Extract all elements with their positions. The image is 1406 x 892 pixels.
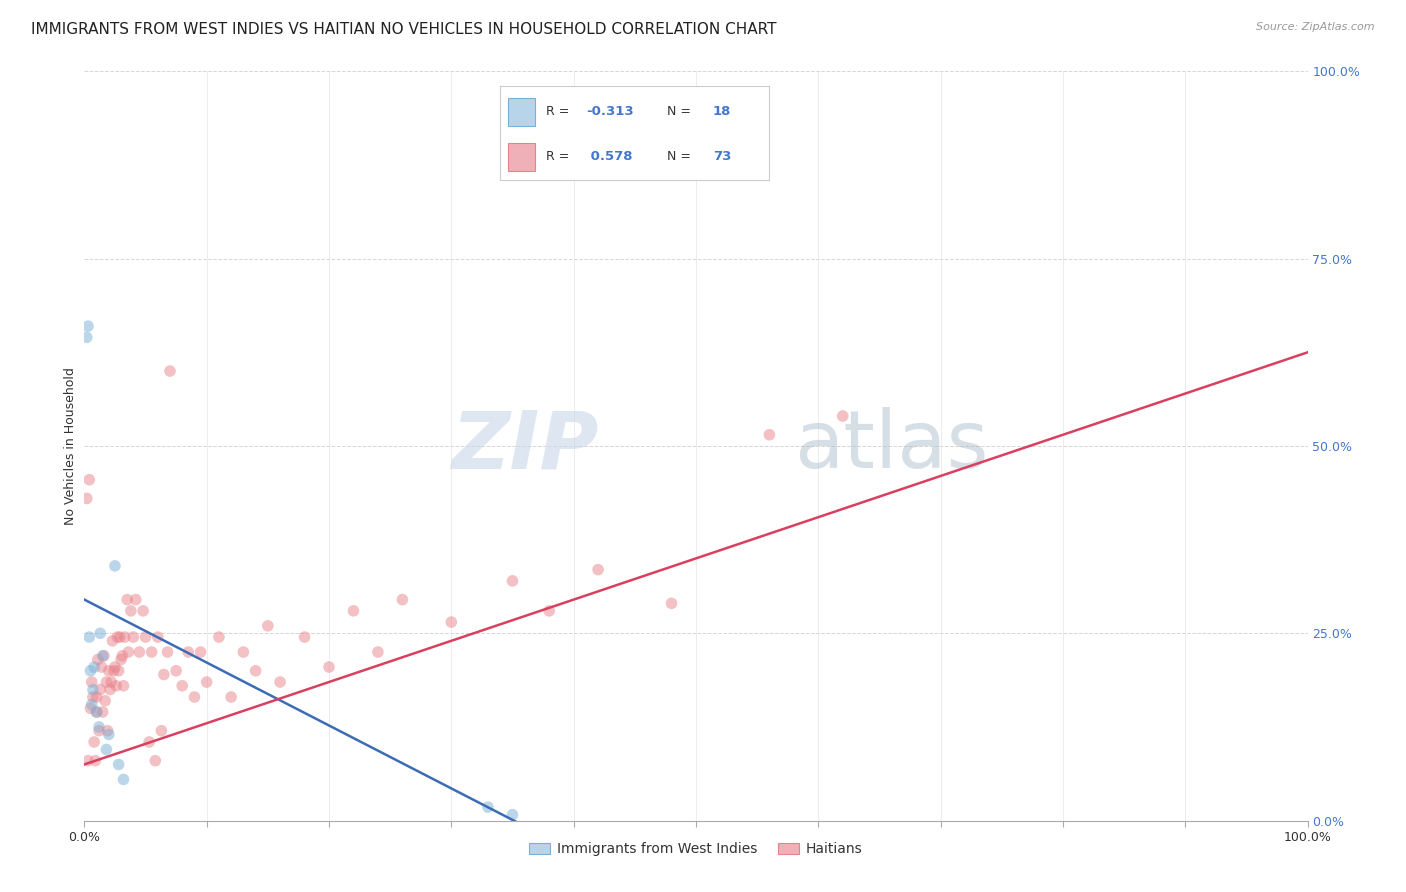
Point bbox=[107, 664, 129, 678]
Point bbox=[342, 604, 364, 618]
Point bbox=[831, 409, 853, 423]
Point bbox=[138, 735, 160, 749]
Point bbox=[87, 652, 110, 666]
Point bbox=[87, 723, 110, 738]
Point bbox=[97, 727, 120, 741]
Point bbox=[86, 705, 108, 719]
Point bbox=[77, 630, 100, 644]
Point bbox=[135, 630, 157, 644]
Point bbox=[172, 679, 194, 693]
Point bbox=[82, 690, 104, 704]
Point bbox=[146, 630, 169, 644]
Point bbox=[104, 660, 127, 674]
Text: Source: ZipAtlas.com: Source: ZipAtlas.com bbox=[1257, 22, 1375, 32]
Point bbox=[125, 592, 148, 607]
Point bbox=[83, 660, 105, 674]
Point bbox=[117, 645, 139, 659]
Point bbox=[122, 630, 145, 644]
Point bbox=[269, 675, 291, 690]
Point bbox=[105, 630, 128, 644]
Point bbox=[100, 675, 122, 690]
Point bbox=[502, 574, 524, 588]
Point bbox=[758, 427, 780, 442]
Legend: Immigrants from West Indies, Haitians: Immigrants from West Indies, Haitians bbox=[523, 837, 869, 862]
Point bbox=[82, 682, 104, 697]
Point bbox=[91, 648, 114, 663]
Point bbox=[97, 723, 120, 738]
Point bbox=[112, 772, 135, 787]
Point bbox=[150, 723, 173, 738]
Point bbox=[586, 563, 609, 577]
Point bbox=[76, 491, 98, 506]
Point bbox=[91, 705, 114, 719]
Point bbox=[661, 596, 683, 610]
Text: IMMIGRANTS FROM WEST INDIES VS HAITIAN NO VEHICLES IN HOUSEHOLD CORRELATION CHAR: IMMIGRANTS FROM WEST INDIES VS HAITIAN N… bbox=[31, 22, 776, 37]
Point bbox=[79, 701, 101, 715]
Point bbox=[115, 592, 138, 607]
Point bbox=[195, 675, 218, 690]
Point bbox=[101, 633, 124, 648]
Point bbox=[183, 690, 205, 704]
Text: ZIP: ZIP bbox=[451, 407, 598, 485]
Point bbox=[111, 648, 134, 663]
Point bbox=[93, 648, 115, 663]
Point bbox=[86, 705, 108, 719]
Text: atlas: atlas bbox=[794, 407, 988, 485]
Point bbox=[132, 604, 155, 618]
Point bbox=[159, 364, 181, 378]
Point bbox=[77, 319, 100, 334]
Point bbox=[89, 626, 111, 640]
Point bbox=[208, 630, 231, 644]
Point bbox=[440, 615, 463, 629]
Point bbox=[502, 807, 524, 822]
Point bbox=[165, 664, 187, 678]
Point bbox=[120, 604, 142, 618]
Point bbox=[110, 652, 132, 666]
Point bbox=[80, 698, 103, 712]
Point bbox=[79, 664, 101, 678]
Point bbox=[96, 675, 118, 690]
Point bbox=[153, 667, 176, 681]
Point bbox=[87, 720, 110, 734]
Point bbox=[156, 645, 179, 659]
Point bbox=[318, 660, 340, 674]
Point bbox=[477, 800, 499, 814]
Point bbox=[112, 679, 135, 693]
Point bbox=[190, 645, 212, 659]
Point bbox=[141, 645, 163, 659]
Point bbox=[107, 757, 129, 772]
Point bbox=[245, 664, 267, 678]
Point bbox=[257, 619, 280, 633]
Point bbox=[77, 754, 100, 768]
Point bbox=[391, 592, 413, 607]
Point bbox=[83, 735, 105, 749]
Point bbox=[105, 679, 128, 693]
Point bbox=[89, 682, 111, 697]
Point bbox=[219, 690, 242, 704]
Point bbox=[76, 330, 98, 344]
Point bbox=[86, 690, 108, 704]
Point bbox=[128, 645, 150, 659]
Point bbox=[84, 754, 107, 768]
Point bbox=[80, 675, 103, 690]
Point bbox=[97, 664, 120, 678]
Point bbox=[232, 645, 254, 659]
Point bbox=[96, 742, 118, 756]
Point bbox=[367, 645, 389, 659]
Point bbox=[538, 604, 561, 618]
Point bbox=[104, 558, 127, 573]
Point bbox=[114, 630, 136, 644]
Point bbox=[103, 664, 125, 678]
Point bbox=[108, 630, 131, 644]
Point bbox=[94, 694, 117, 708]
Point bbox=[98, 682, 121, 697]
Point bbox=[294, 630, 316, 644]
Point bbox=[143, 754, 166, 768]
Point bbox=[90, 660, 112, 674]
Y-axis label: No Vehicles in Household: No Vehicles in Household bbox=[65, 368, 77, 524]
Point bbox=[77, 473, 100, 487]
Point bbox=[177, 645, 200, 659]
